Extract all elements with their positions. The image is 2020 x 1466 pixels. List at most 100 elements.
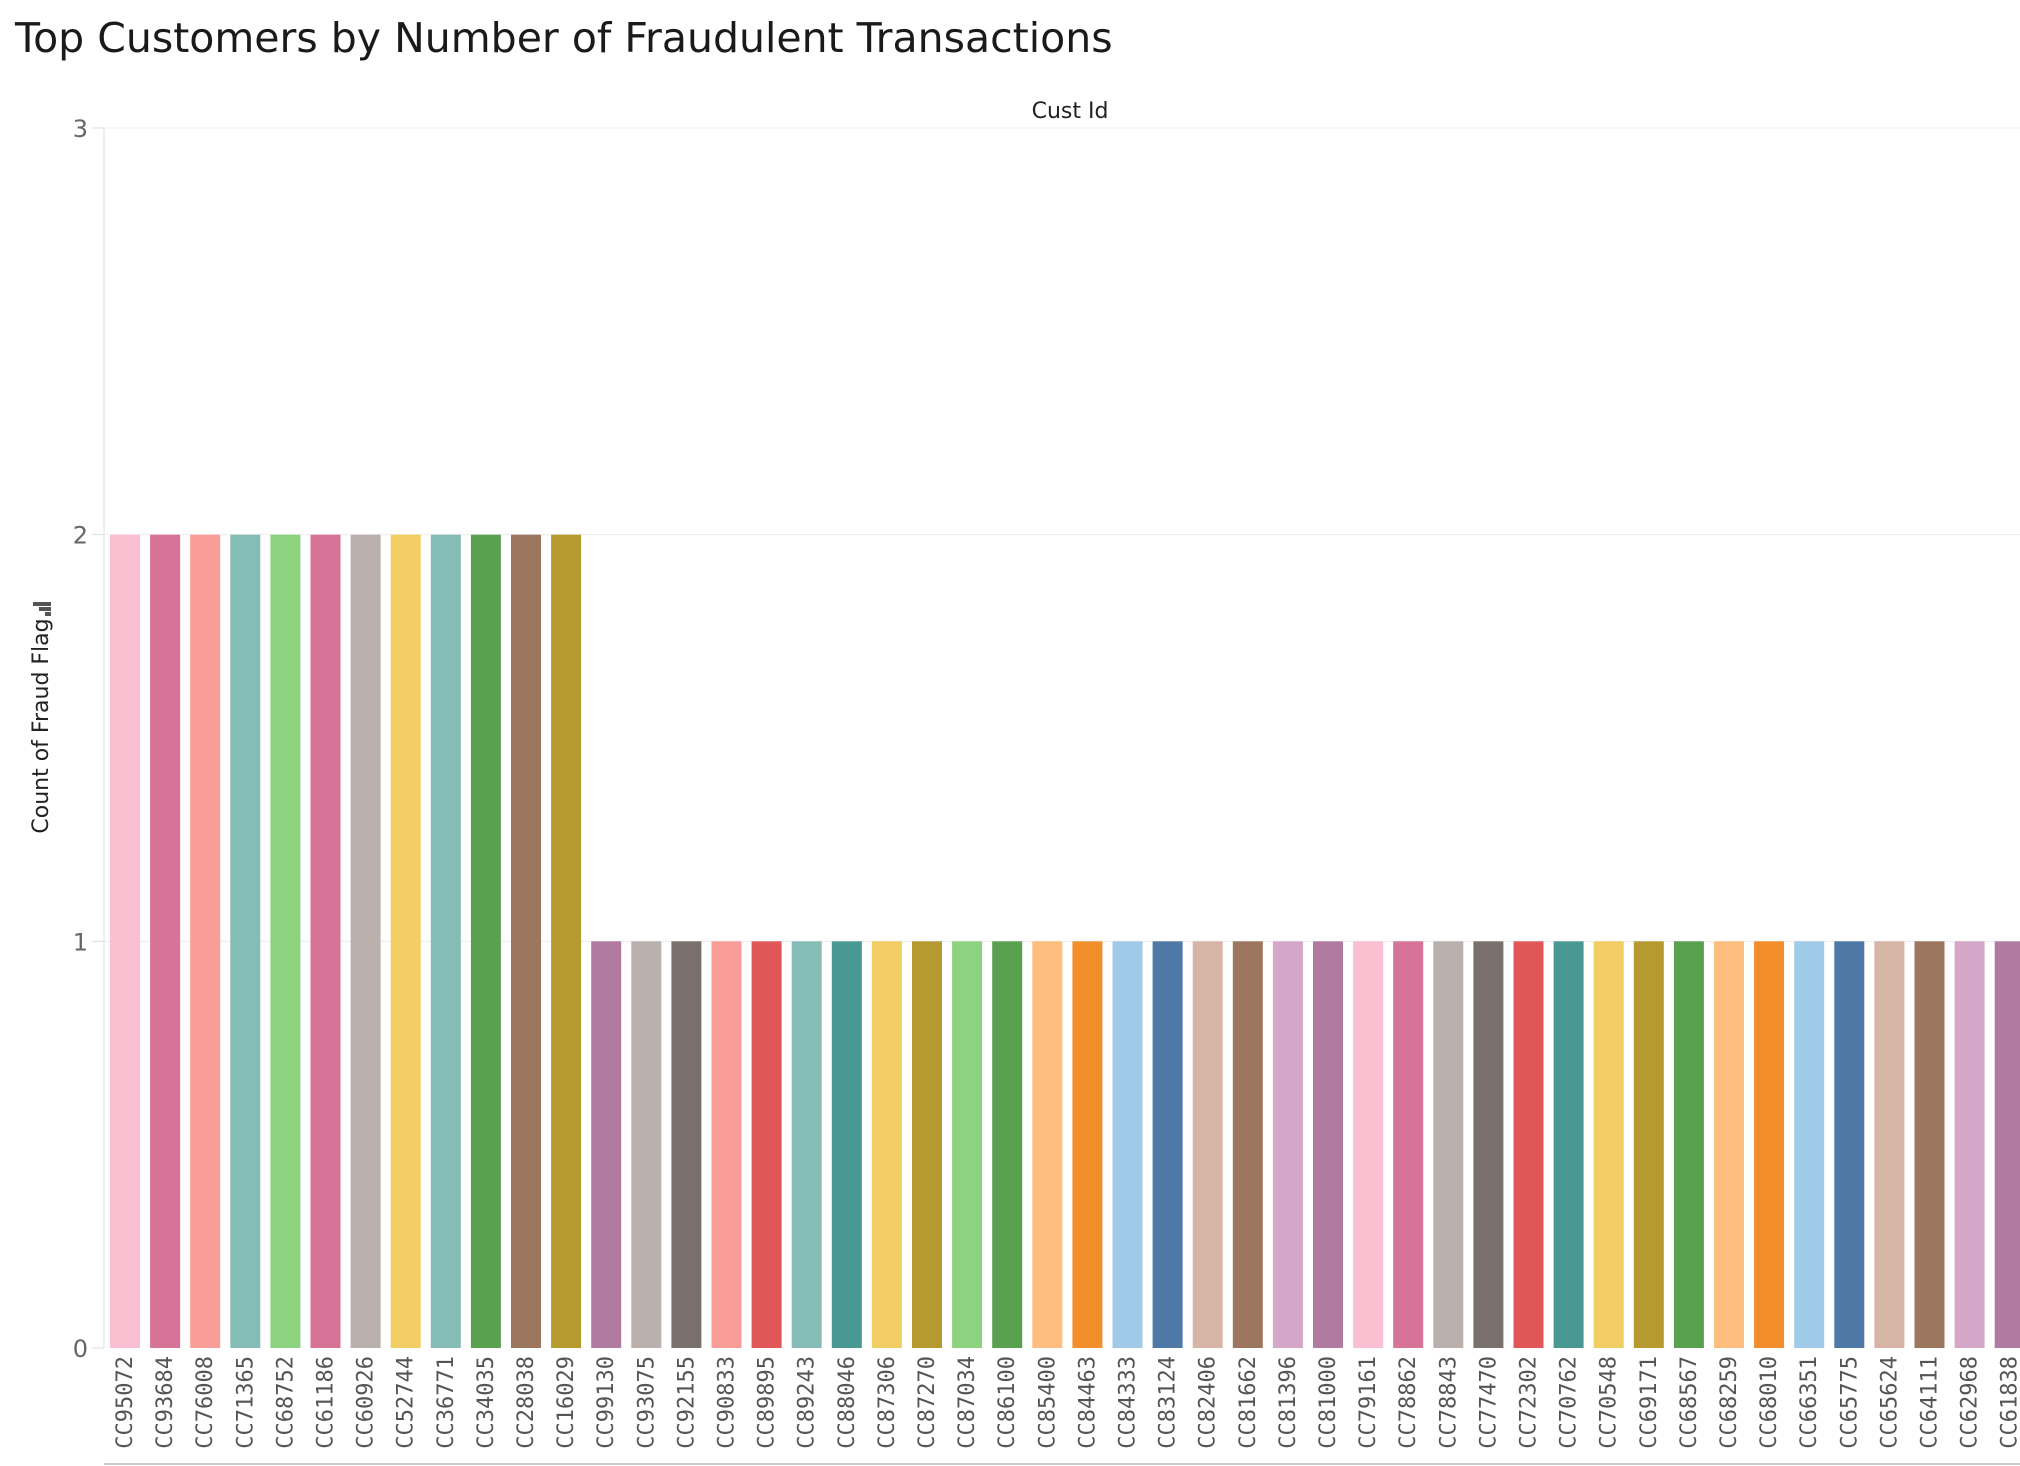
x-tick-label: CC89895 [755,1356,780,1449]
bar [110,534,140,1348]
x-tick-label: CC70762 [1557,1356,1582,1449]
x-tick-label: CC65775 [1837,1356,1862,1449]
x-tick-label: CC81000 [1316,1356,1341,1449]
x-tick-label: CC84463 [1075,1356,1100,1449]
bar [1834,941,1865,1348]
x-tick-label: CC70548 [1597,1356,1622,1449]
x-tick-label: CC78843 [1436,1356,1461,1449]
bar [1874,941,1905,1348]
x-tick-label: CC77470 [1476,1356,1501,1449]
chart-title: Top Customers by Number of Fraudulent Tr… [15,14,1113,62]
sort-icon[interactable] [33,602,51,616]
x-tick-label: CC87306 [875,1356,900,1449]
x-tick-label: CC68567 [1677,1356,1702,1449]
x-tick-label: CC69171 [1637,1356,1662,1449]
bars [110,534,2020,1348]
x-tick-label: CC28038 [514,1356,539,1449]
bar [871,941,902,1348]
x-tick-label: CC62968 [1958,1356,1983,1449]
bar [992,941,1023,1348]
x-tick-label: CC71365 [233,1356,258,1449]
x-tick-label: CC78862 [1396,1356,1421,1449]
y-tick-label: 0 [73,1335,88,1363]
bar [1433,941,1464,1348]
x-tick-label: CC64111 [1918,1356,1943,1449]
x-tick-label: CC79161 [1356,1356,1381,1449]
x-tick-label: CC88046 [835,1356,860,1449]
y-tick-label: 2 [73,522,88,550]
bar [791,941,822,1348]
x-tick-label: CC90833 [715,1356,740,1449]
x-tick-label: CC81662 [1236,1356,1261,1449]
x-tick-label: CC76008 [193,1356,218,1449]
bar [1954,941,1985,1348]
x-axis-labels: CC95072 CC93684 CC76008 CC71365 CC68752 CC611… [113,1356,2020,1449]
bar [1714,941,1744,1348]
bar [511,534,541,1348]
x-tick-label: CC52744 [394,1356,419,1449]
bar [1633,941,1664,1348]
x-tick-label: CC85400 [1035,1356,1060,1449]
x-tick-label: CC84333 [1116,1356,1141,1449]
bar [551,534,582,1348]
bar [1914,941,1945,1348]
bar [1272,941,1303,1348]
sort-icon-bar [45,612,51,616]
x-tick-label: CC81396 [1276,1356,1301,1449]
y-axis-ticks: 0 1 2 3 [73,115,104,1363]
bar [1232,941,1263,1348]
x-tick-label: CC36771 [434,1356,459,1449]
y-axis-title: Count of Fraud Flag [29,618,54,833]
x-tick-label: CC87270 [915,1356,940,1449]
y-tick-label: 1 [73,928,88,956]
x-tick-label: CC16029 [554,1356,579,1449]
x-tick-label: CC82406 [1196,1356,1221,1449]
bar [952,941,983,1348]
bar [591,941,622,1348]
sort-icon-bar [33,602,51,606]
bar [912,941,942,1348]
bar [470,534,501,1348]
x-tick-label: CC89243 [795,1356,820,1449]
bar [1072,941,1103,1348]
column-header: Cust Id [1032,99,1109,124]
bar [631,941,662,1348]
bar [390,534,421,1348]
x-tick-label: CC86100 [995,1356,1020,1449]
bar [671,941,702,1348]
x-tick-label: CC61838 [1998,1356,2020,1449]
bar [1192,941,1223,1348]
bar [1513,941,1544,1348]
sort-icon-bar [39,607,51,611]
x-tick-label: CC68259 [1717,1356,1742,1449]
x-tick-label: CC83124 [1156,1356,1181,1449]
bar [711,941,742,1348]
bar [1152,941,1183,1348]
x-tick-label: CC93075 [634,1356,659,1449]
x-tick-label: CC61186 [314,1356,339,1449]
x-tick-label: CC93684 [153,1356,178,1449]
bar [1473,941,1504,1348]
bar [350,534,381,1348]
x-tick-label: CC87034 [955,1356,980,1449]
x-tick-label: CC60926 [354,1356,379,1449]
x-tick-label: CC68752 [273,1356,298,1449]
bar [1112,941,1143,1348]
y-tick-label: 3 [73,115,88,143]
bar [1673,941,1704,1348]
x-tick-label: CC68010 [1757,1356,1782,1449]
x-tick-label: CC92155 [674,1356,699,1449]
bar [190,534,221,1348]
bar [1794,941,1825,1348]
bar [1754,941,1785,1348]
bar [270,534,301,1348]
bar [1032,941,1063,1348]
bar [1593,941,1624,1348]
x-tick-label: CC65624 [1877,1356,1902,1449]
bar [1313,941,1343,1348]
x-tick-label: CC66351 [1797,1356,1822,1449]
bar [1994,941,2020,1348]
bar [310,534,341,1348]
bar [1393,941,1424,1348]
